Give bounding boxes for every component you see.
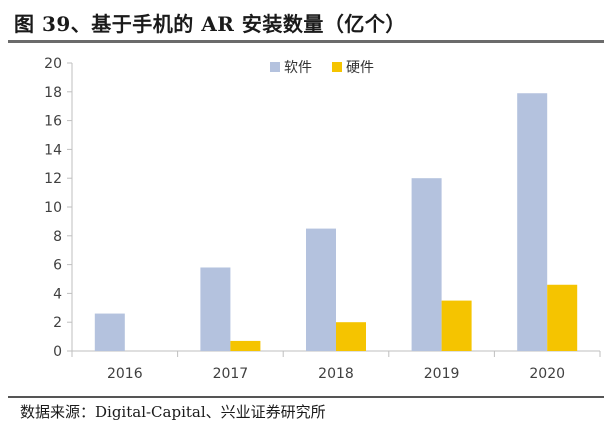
source-divider: [8, 396, 604, 398]
bar-software-2019: [411, 178, 442, 351]
x-tick-label: 2016: [107, 366, 143, 382]
title-divider: [8, 40, 604, 43]
legend-label-hardware: 硬件: [346, 60, 374, 76]
legend-swatch-hardware: [332, 62, 342, 72]
y-tick-label: 6: [53, 258, 62, 274]
x-axis: 2016 2017 2018 2019 2020: [71, 350, 601, 382]
y-tick-label: 2: [53, 315, 62, 331]
x-tick-label: 2019: [424, 366, 460, 382]
bar-software-2020: [517, 93, 548, 352]
bar-hardware-2020: [547, 284, 578, 351]
bar-hardware-2017: [230, 340, 261, 351]
source-note: 数据来源：Digital-Capital、兴业证券研究所: [20, 403, 326, 421]
legend-swatch-software: [270, 62, 280, 72]
y-axis: 0 2 4 6 8 10 12 14 16 18 20: [44, 56, 73, 360]
y-tick-label: 4: [53, 286, 62, 302]
bar-software-2016: [94, 313, 125, 351]
bar-hardware-2019: [441, 300, 472, 351]
x-tick-label: 2017: [213, 366, 249, 382]
y-tick-label: 14: [44, 142, 62, 158]
bar-chart: 0 2 4 6 8 10 12 14 16 18 20 2016 2017 2018 2019 2020 软…: [44, 56, 601, 382]
x-tick-label: 2020: [529, 366, 565, 382]
y-tick-label: 10: [44, 200, 62, 216]
bar-software-2017: [200, 267, 231, 351]
x-tick-label: 2018: [318, 366, 354, 382]
y-tick-label: 12: [44, 171, 62, 187]
y-tick-label: 20: [44, 56, 62, 72]
bar-software-2018: [306, 228, 336, 351]
y-tick-label: 8: [53, 229, 62, 245]
bars: [94, 93, 578, 352]
legend: 软件 硬件: [270, 60, 374, 76]
y-tick-label: 0: [53, 344, 62, 360]
y-tick-label: 18: [44, 85, 62, 101]
bar-hardware-2018: [336, 322, 366, 351]
chart-title: 图 39、基于手机的 AR 安装数量（亿个）: [14, 12, 406, 36]
y-tick-label: 16: [44, 114, 62, 130]
legend-label-software: 软件: [284, 60, 312, 76]
